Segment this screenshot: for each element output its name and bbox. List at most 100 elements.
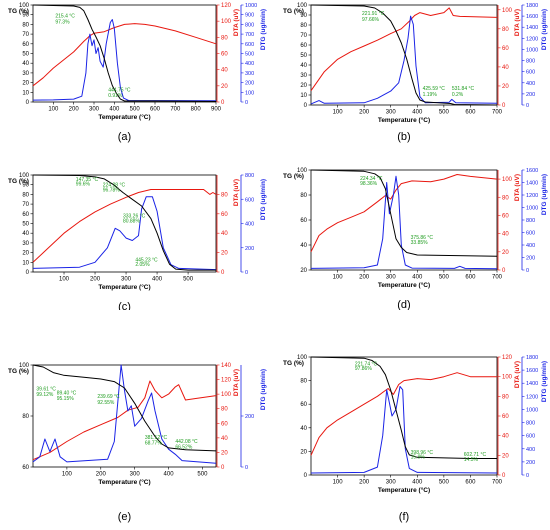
tg-tick-label: 30 [300, 73, 307, 79]
annotation-label: 89.40 °C [57, 390, 77, 396]
dta-series-line [32, 380, 217, 461]
dta-tick-label: 80 [502, 195, 509, 201]
tg-tick-label: 90 [22, 183, 29, 189]
dtg-axis-title: DTG (ug/min) [541, 9, 548, 50]
dtg-tick-label: 600 [526, 434, 535, 440]
annotation-label: 224.28 °C [103, 183, 126, 189]
dtg-axis-title: DTG (ug/min) [260, 369, 267, 410]
tg-tick-label: 100 [19, 173, 30, 179]
dtg-tick-label: 200 [245, 246, 254, 252]
tg-tick-label: 70 [22, 202, 29, 208]
dtg-tick-label: 800 [526, 59, 535, 65]
x-tick-label: 400 [412, 110, 423, 116]
plot-frame [310, 169, 498, 271]
plot-frame [310, 356, 498, 476]
dta-tick-label: 80 [221, 407, 228, 413]
dta-axis-title: DTA (uV) [233, 179, 240, 206]
dtg-tick-label: 400 [245, 61, 254, 67]
tg-tick-label: 90 [22, 13, 29, 19]
tg-tick-label: 60 [22, 42, 29, 48]
tg-tick-label: 100 [19, 3, 30, 9]
dtg-tick-label: 200 [526, 256, 535, 262]
dta-tick-label: 100 [221, 19, 232, 25]
dtg-tick-label: 1400 [526, 25, 538, 31]
dta-tick-label: 0 [221, 465, 225, 471]
dtg-tick-label: 1000 [526, 47, 538, 53]
x-tick-label: 400 [412, 275, 423, 281]
tg-tick-label: 40 [300, 426, 307, 432]
dta-tick-label: 100 [502, 8, 513, 14]
dta-tick-label: 40 [221, 231, 228, 237]
annotation-label: 80.88% [123, 219, 141, 225]
annotation-label: 239.69 °C [97, 394, 120, 400]
tg-tick-label: 10 [22, 260, 29, 266]
annotation-label: 98.36% [360, 181, 378, 187]
x-tick-label: 300 [130, 472, 141, 478]
x-tick-label: 600 [465, 275, 476, 281]
dtg-tick-label: 800 [526, 421, 535, 427]
dtg-series-line [32, 364, 217, 464]
annotation-label: 445.23 °C [135, 257, 158, 263]
x-tick-label: 700 [492, 110, 503, 116]
x-axis-title: Temperature (°C) [98, 113, 150, 121]
dta-tick-label: 40 [221, 68, 228, 74]
tg-tick-label: 80 [300, 23, 307, 29]
dta-axis-title: DTA (uV) [233, 369, 240, 396]
dta-axis-title: DTA (uV) [514, 9, 521, 36]
dtg-tick-label: 0 [245, 100, 248, 106]
tg-tick-label: 60 [300, 218, 307, 224]
dta-tick-label: 40 [502, 434, 509, 440]
tg-tick-label: 30 [22, 241, 29, 247]
dta-tick-label: 20 [221, 251, 228, 257]
annotation-label: 96.78% [103, 187, 121, 193]
dta-tick-label: 0 [221, 100, 225, 106]
panel-label: (a) [118, 131, 131, 143]
x-tick-label: 700 [170, 107, 181, 113]
x-tick-label: 500 [197, 472, 208, 478]
x-tick-label: 500 [130, 107, 141, 113]
tg-tick-label: 0 [26, 100, 30, 106]
dta-axis-title: DTA (uV) [514, 174, 521, 201]
dtg-tick-label: 1200 [526, 394, 538, 400]
dtg-tick-label: 700 [245, 32, 254, 38]
dtg-tick-label: 0 [526, 473, 529, 479]
tg-tick-label: 0 [304, 103, 308, 109]
x-tick-label: 200 [69, 107, 80, 113]
dtg-tick-label: 500 [245, 52, 254, 58]
tg-series-line [310, 169, 498, 257]
x-tick-label: 400 [412, 480, 423, 486]
annotation-label: 99.6% [76, 182, 91, 188]
dtg-series-line [32, 19, 217, 102]
dta-tick-label: 60 [221, 52, 228, 58]
x-tick-label: 700 [492, 275, 503, 281]
x-tick-label: 500 [439, 480, 450, 486]
dta-tick-label: 80 [221, 35, 228, 41]
annotation-label: 0.91% [108, 93, 123, 99]
annotation-label: 147.35 °C [76, 177, 99, 183]
dta-tick-label: 0 [502, 103, 506, 109]
dtg-tick-label: 400 [526, 447, 535, 453]
dtg-tick-label: 1600 [526, 168, 538, 174]
tg-tick-label: 20 [22, 251, 29, 257]
dtg-tick-label: 300 [245, 71, 254, 77]
tg-tick-label: 80 [22, 22, 29, 28]
dta-tick-label: 140 [221, 363, 232, 369]
dtg-tick-label: 600 [526, 231, 535, 237]
tg-tick-label: 20 [300, 83, 307, 89]
tg-tick-label: 50 [22, 52, 29, 58]
dtg-tick-label: 0 [526, 268, 529, 274]
x-axis-title: Temperature (°C) [378, 281, 430, 289]
tg-tick-label: 40 [22, 61, 29, 67]
dtg-series-line [310, 386, 498, 474]
dtg-tick-label: 1600 [526, 14, 538, 20]
x-tick-label: 800 [191, 107, 202, 113]
annotation-label: 39.61 °C [36, 387, 56, 393]
dta-tick-label: 0 [221, 270, 225, 276]
x-tick-label: 900 [211, 107, 222, 113]
tg-series-line [32, 364, 217, 452]
tg-tick-label: 30 [22, 71, 29, 77]
dta-tick-label: 40 [221, 436, 228, 442]
dtg-axis-title: DTG (ug/min) [260, 179, 267, 220]
